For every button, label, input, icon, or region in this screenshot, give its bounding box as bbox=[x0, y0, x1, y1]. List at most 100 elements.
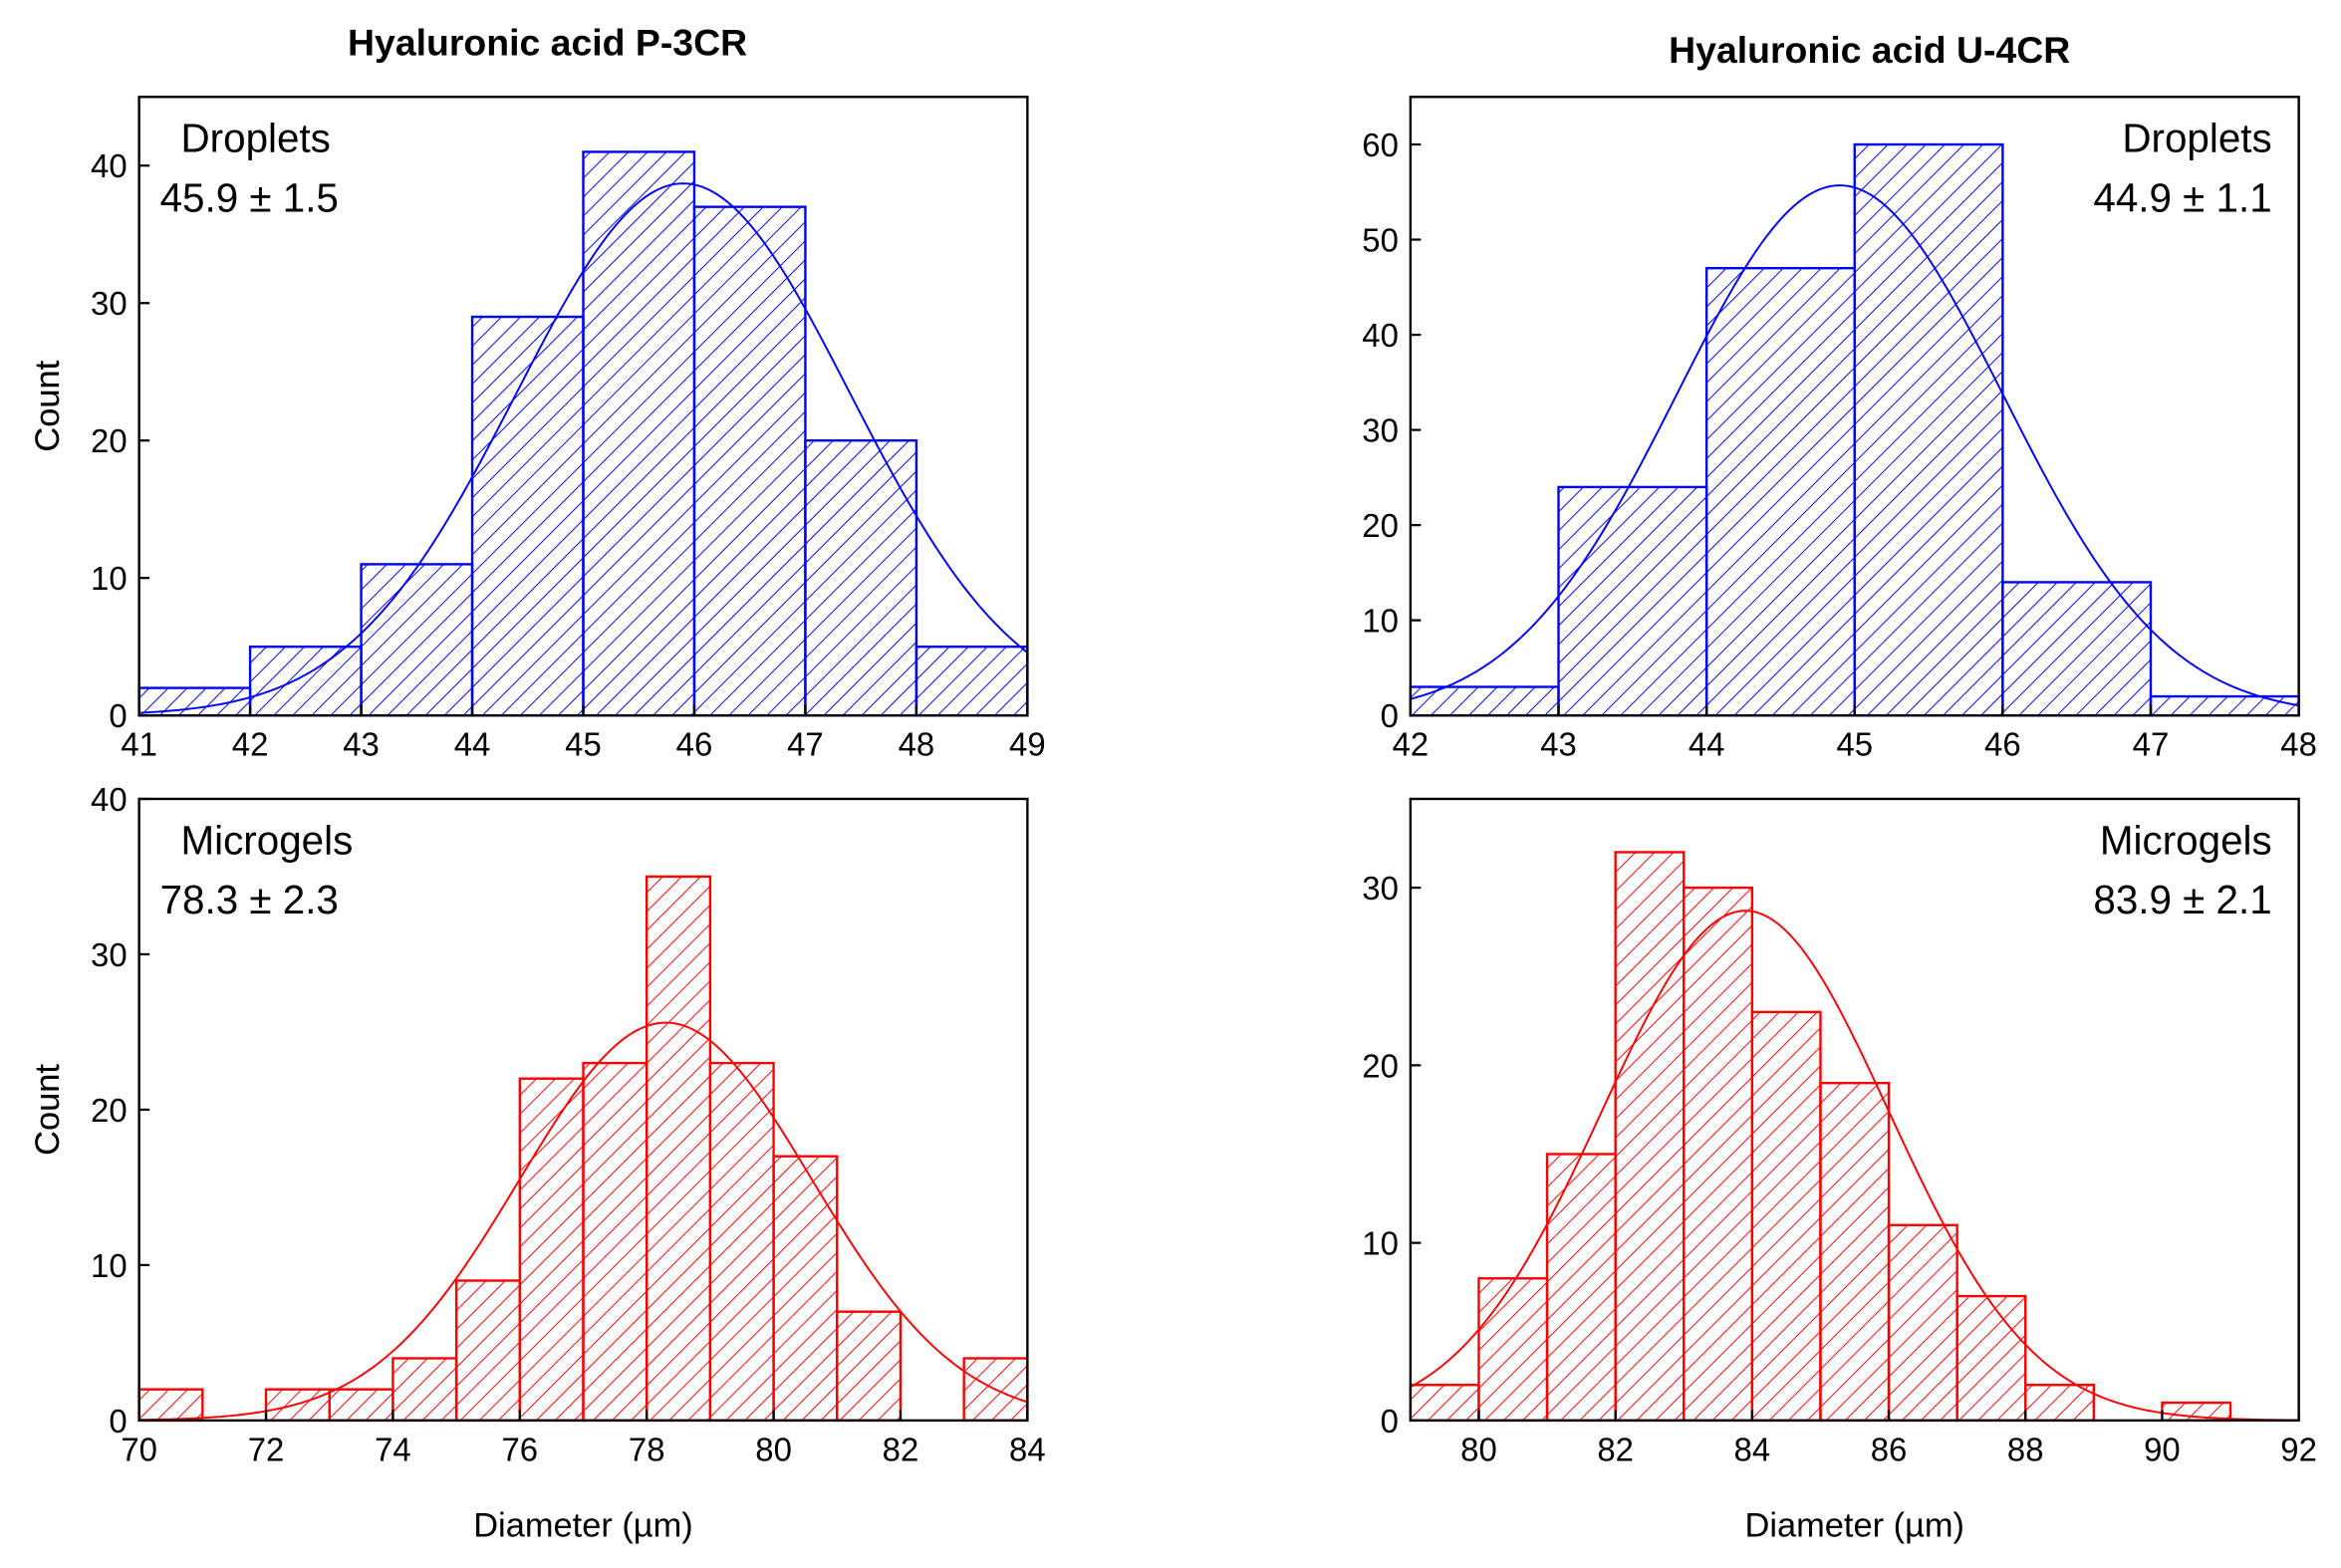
x-tick-label: 74 bbox=[375, 1431, 411, 1467]
bar bbox=[1614, 851, 1686, 1423]
y-tick-label: 30 bbox=[1362, 870, 1399, 907]
bar bbox=[470, 315, 585, 717]
x-tick-label: 82 bbox=[1597, 1431, 1634, 1467]
bar bbox=[1545, 1153, 1617, 1423]
y-tick-label: 20 bbox=[1362, 507, 1399, 544]
x-tick-label: 45 bbox=[1836, 726, 1873, 763]
bar bbox=[2149, 694, 2300, 717]
bar bbox=[137, 1388, 204, 1423]
fit-curve bbox=[138, 1021, 1028, 1422]
x-tick-label: 42 bbox=[232, 726, 269, 763]
bar bbox=[1955, 1294, 2027, 1423]
x-tick-label: 92 bbox=[2280, 1431, 2317, 1467]
y-tick-label: 0 bbox=[1381, 697, 1399, 734]
bar bbox=[454, 1279, 521, 1423]
y-tick-label: 20 bbox=[91, 422, 128, 459]
y-tick-label: 10 bbox=[91, 1247, 128, 1284]
bar bbox=[391, 1357, 458, 1423]
bar bbox=[2001, 581, 2153, 717]
annotation: 78.3 ± 2.3 bbox=[160, 877, 339, 922]
bar bbox=[1750, 1010, 1822, 1423]
y-tick-label: 30 bbox=[1362, 412, 1399, 449]
x-tick-label: 48 bbox=[2280, 726, 2317, 763]
bar bbox=[360, 563, 474, 717]
x-tick-label: 70 bbox=[121, 1431, 157, 1467]
y-tick-label: 20 bbox=[1362, 1047, 1399, 1084]
chart-title: Hyaluronic acid P-3CR bbox=[348, 21, 747, 63]
fit-curve bbox=[1410, 910, 2299, 1422]
annotation: 83.9 ± 2.1 bbox=[2093, 877, 2271, 922]
x-tick-label: 90 bbox=[2144, 1431, 2181, 1467]
y-tick-label: 50 bbox=[1362, 222, 1399, 259]
y-tick-label: 0 bbox=[1381, 1403, 1399, 1439]
x-tick-label: 84 bbox=[1734, 1431, 1771, 1467]
bar bbox=[248, 645, 363, 717]
bar bbox=[264, 1388, 331, 1423]
bar bbox=[1819, 1081, 1891, 1423]
bar bbox=[804, 439, 918, 717]
x-tick-label: 86 bbox=[1871, 1431, 1908, 1467]
x-axis-label: Diameter (µm) bbox=[473, 1507, 693, 1545]
y-axis-label: Count bbox=[29, 1064, 67, 1156]
y-tick-label: 60 bbox=[1362, 127, 1399, 163]
x-tick-label: 46 bbox=[676, 726, 713, 763]
x-tick-label: 42 bbox=[1393, 726, 1430, 763]
annotation: Droplets bbox=[181, 116, 331, 161]
x-tick-label: 44 bbox=[1689, 726, 1725, 763]
y-tick-label: 40 bbox=[91, 781, 128, 818]
y-tick-label: 10 bbox=[1362, 603, 1399, 640]
x-tick-label: 41 bbox=[121, 726, 157, 763]
bar bbox=[1683, 886, 1754, 1423]
y-tick-label: 40 bbox=[91, 147, 128, 184]
bar bbox=[914, 645, 1029, 717]
x-tick-label: 45 bbox=[565, 726, 602, 763]
chart-title: Hyaluronic acid U-4CR bbox=[1669, 29, 2070, 71]
annotation: Microgels bbox=[2100, 817, 2272, 863]
y-tick-label: 30 bbox=[91, 936, 128, 973]
plot-frame bbox=[1409, 797, 2300, 1423]
bar bbox=[708, 1061, 775, 1423]
y-tick-label: 10 bbox=[91, 560, 128, 597]
x-axis-label: Diameter (µm) bbox=[1744, 1507, 1964, 1545]
bar bbox=[772, 1155, 839, 1423]
annotation: Microgels bbox=[181, 817, 354, 863]
x-tick-label: 76 bbox=[501, 1431, 538, 1467]
y-tick-label: 30 bbox=[91, 285, 128, 322]
x-tick-label: 88 bbox=[2007, 1431, 2044, 1467]
bar bbox=[1887, 1223, 1958, 1423]
x-tick-label: 47 bbox=[787, 726, 824, 763]
x-tick-label: 78 bbox=[629, 1431, 665, 1467]
bar bbox=[1557, 485, 1708, 717]
bar bbox=[1853, 142, 2004, 717]
x-tick-label: 49 bbox=[1009, 726, 1046, 763]
bar bbox=[582, 150, 696, 717]
y-axis-label: Count bbox=[29, 360, 67, 451]
bar bbox=[645, 875, 712, 1423]
x-tick-label: 43 bbox=[343, 726, 380, 763]
x-tick-label: 43 bbox=[1540, 726, 1577, 763]
bar bbox=[1477, 1277, 1549, 1423]
x-tick-label: 84 bbox=[1009, 1431, 1046, 1467]
bar bbox=[692, 205, 807, 717]
x-tick-label: 46 bbox=[1984, 726, 2021, 763]
x-tick-label: 82 bbox=[883, 1431, 919, 1467]
bar bbox=[582, 1061, 649, 1423]
fit-curve bbox=[1410, 184, 2299, 707]
y-tick-label: 20 bbox=[91, 1092, 128, 1129]
x-tick-label: 80 bbox=[1460, 1431, 1497, 1467]
y-tick-label: 10 bbox=[1362, 1225, 1399, 1262]
y-tick-label: 40 bbox=[1362, 317, 1399, 354]
y-axis-label: Count bbox=[29, 360, 67, 451]
fit-curve bbox=[138, 182, 1028, 714]
annotation: Droplets bbox=[2122, 116, 2271, 161]
x-tick-label: 44 bbox=[454, 726, 491, 763]
x-tick-label: 48 bbox=[899, 726, 935, 763]
y-tick-label: 0 bbox=[109, 1403, 127, 1439]
y-tick-label: 0 bbox=[109, 697, 127, 734]
bar bbox=[1409, 1384, 1480, 1423]
bar bbox=[328, 1388, 394, 1423]
bar bbox=[1704, 267, 1856, 717]
x-tick-label: 47 bbox=[2133, 726, 2170, 763]
